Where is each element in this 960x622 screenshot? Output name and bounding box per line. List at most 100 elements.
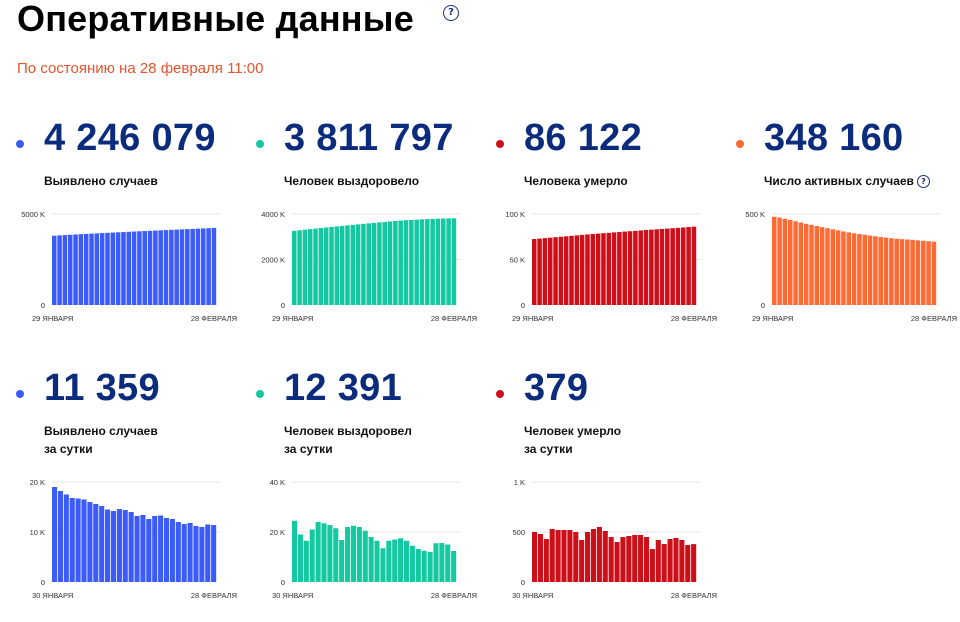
bar[interactable] — [315, 522, 321, 582]
bar[interactable] — [362, 530, 368, 582]
bar[interactable] — [626, 536, 632, 582]
bar[interactable] — [419, 219, 425, 305]
bar[interactable] — [327, 525, 333, 582]
bar[interactable] — [573, 532, 579, 582]
bar[interactable] — [345, 527, 351, 582]
bar[interactable] — [846, 232, 852, 305]
bar[interactable] — [321, 523, 327, 582]
bar[interactable] — [302, 229, 308, 305]
bar[interactable] — [355, 224, 361, 305]
bar[interactable] — [140, 515, 146, 582]
bar[interactable] — [547, 237, 553, 305]
bar[interactable] — [899, 239, 905, 305]
bar[interactable] — [681, 227, 686, 305]
bar[interactable] — [661, 544, 667, 582]
bar[interactable] — [174, 229, 179, 305]
bar[interactable] — [99, 233, 105, 305]
bar[interactable] — [368, 537, 374, 582]
bar[interactable] — [377, 222, 382, 305]
bar[interactable] — [398, 220, 403, 305]
bar[interactable] — [679, 540, 685, 582]
bar[interactable] — [201, 228, 206, 305]
bar[interactable] — [451, 218, 457, 305]
bar[interactable] — [602, 531, 608, 582]
bar[interactable] — [622, 231, 627, 305]
bar[interactable] — [415, 549, 421, 582]
bar[interactable] — [673, 538, 679, 582]
bar[interactable] — [374, 540, 380, 582]
bar[interactable] — [387, 221, 393, 305]
bar[interactable] — [153, 230, 158, 305]
bar[interactable] — [105, 232, 110, 305]
bar[interactable] — [851, 233, 857, 305]
bar[interactable] — [627, 231, 633, 305]
bar[interactable] — [131, 231, 137, 305]
bar[interactable] — [617, 232, 622, 305]
bar[interactable] — [179, 229, 185, 305]
bar[interactable] — [532, 532, 538, 582]
bar[interactable] — [595, 233, 601, 305]
bar[interactable] — [931, 241, 937, 305]
bar[interactable] — [83, 233, 89, 305]
bar[interactable] — [835, 230, 841, 305]
bar[interactable] — [350, 525, 357, 582]
bar[interactable] — [128, 512, 134, 582]
bar[interactable] — [620, 537, 626, 582]
bar[interactable] — [649, 549, 655, 582]
bar[interactable] — [537, 534, 543, 582]
bar[interactable] — [142, 231, 147, 305]
bar[interactable] — [409, 545, 415, 582]
bar[interactable] — [825, 228, 830, 305]
bar[interactable] — [667, 539, 673, 582]
bar[interactable] — [158, 515, 164, 583]
bar[interactable] — [841, 231, 846, 305]
bar[interactable] — [99, 506, 105, 582]
bar[interactable] — [561, 530, 567, 582]
bar[interactable] — [782, 218, 788, 305]
bar[interactable] — [787, 220, 793, 305]
bar[interactable] — [921, 240, 926, 305]
bar[interactable] — [574, 235, 580, 305]
bar[interactable] — [590, 234, 596, 305]
bar[interactable] — [543, 539, 549, 582]
bar[interactable] — [307, 229, 313, 305]
bar[interactable] — [334, 226, 340, 305]
bar[interactable] — [409, 219, 414, 305]
bar[interactable] — [606, 232, 612, 305]
bar[interactable] — [585, 234, 590, 305]
bar[interactable] — [175, 522, 181, 582]
bar[interactable] — [318, 227, 324, 305]
bar[interactable] — [579, 234, 585, 305]
bar[interactable] — [608, 537, 614, 582]
bar[interactable] — [371, 222, 377, 305]
bar[interactable] — [542, 238, 548, 305]
bar[interactable] — [122, 510, 128, 582]
bar[interactable] — [549, 529, 555, 582]
bar[interactable] — [52, 235, 57, 305]
bar[interactable] — [654, 229, 659, 305]
bar[interactable] — [152, 516, 158, 582]
bar[interactable] — [905, 239, 910, 305]
bar[interactable] — [889, 238, 894, 305]
bar[interactable] — [303, 540, 309, 582]
bar[interactable] — [121, 232, 126, 305]
bar[interactable] — [163, 230, 169, 305]
bar[interactable] — [81, 499, 87, 583]
bar[interactable] — [199, 527, 205, 582]
bar[interactable] — [435, 218, 441, 305]
bar[interactable] — [205, 524, 211, 583]
bar[interactable] — [110, 511, 117, 582]
bar[interactable] — [115, 232, 121, 305]
bar[interactable] — [691, 544, 697, 582]
bar[interactable] — [563, 236, 569, 305]
bar[interactable] — [297, 230, 302, 305]
bar[interactable] — [421, 550, 427, 582]
bar[interactable] — [313, 228, 318, 305]
bar[interactable] — [867, 235, 873, 305]
bar[interactable] — [75, 498, 81, 583]
bar[interactable] — [553, 237, 558, 305]
bar[interactable] — [632, 535, 638, 582]
bar[interactable] — [211, 525, 217, 582]
bar[interactable] — [126, 231, 132, 305]
bar[interactable] — [798, 222, 804, 305]
